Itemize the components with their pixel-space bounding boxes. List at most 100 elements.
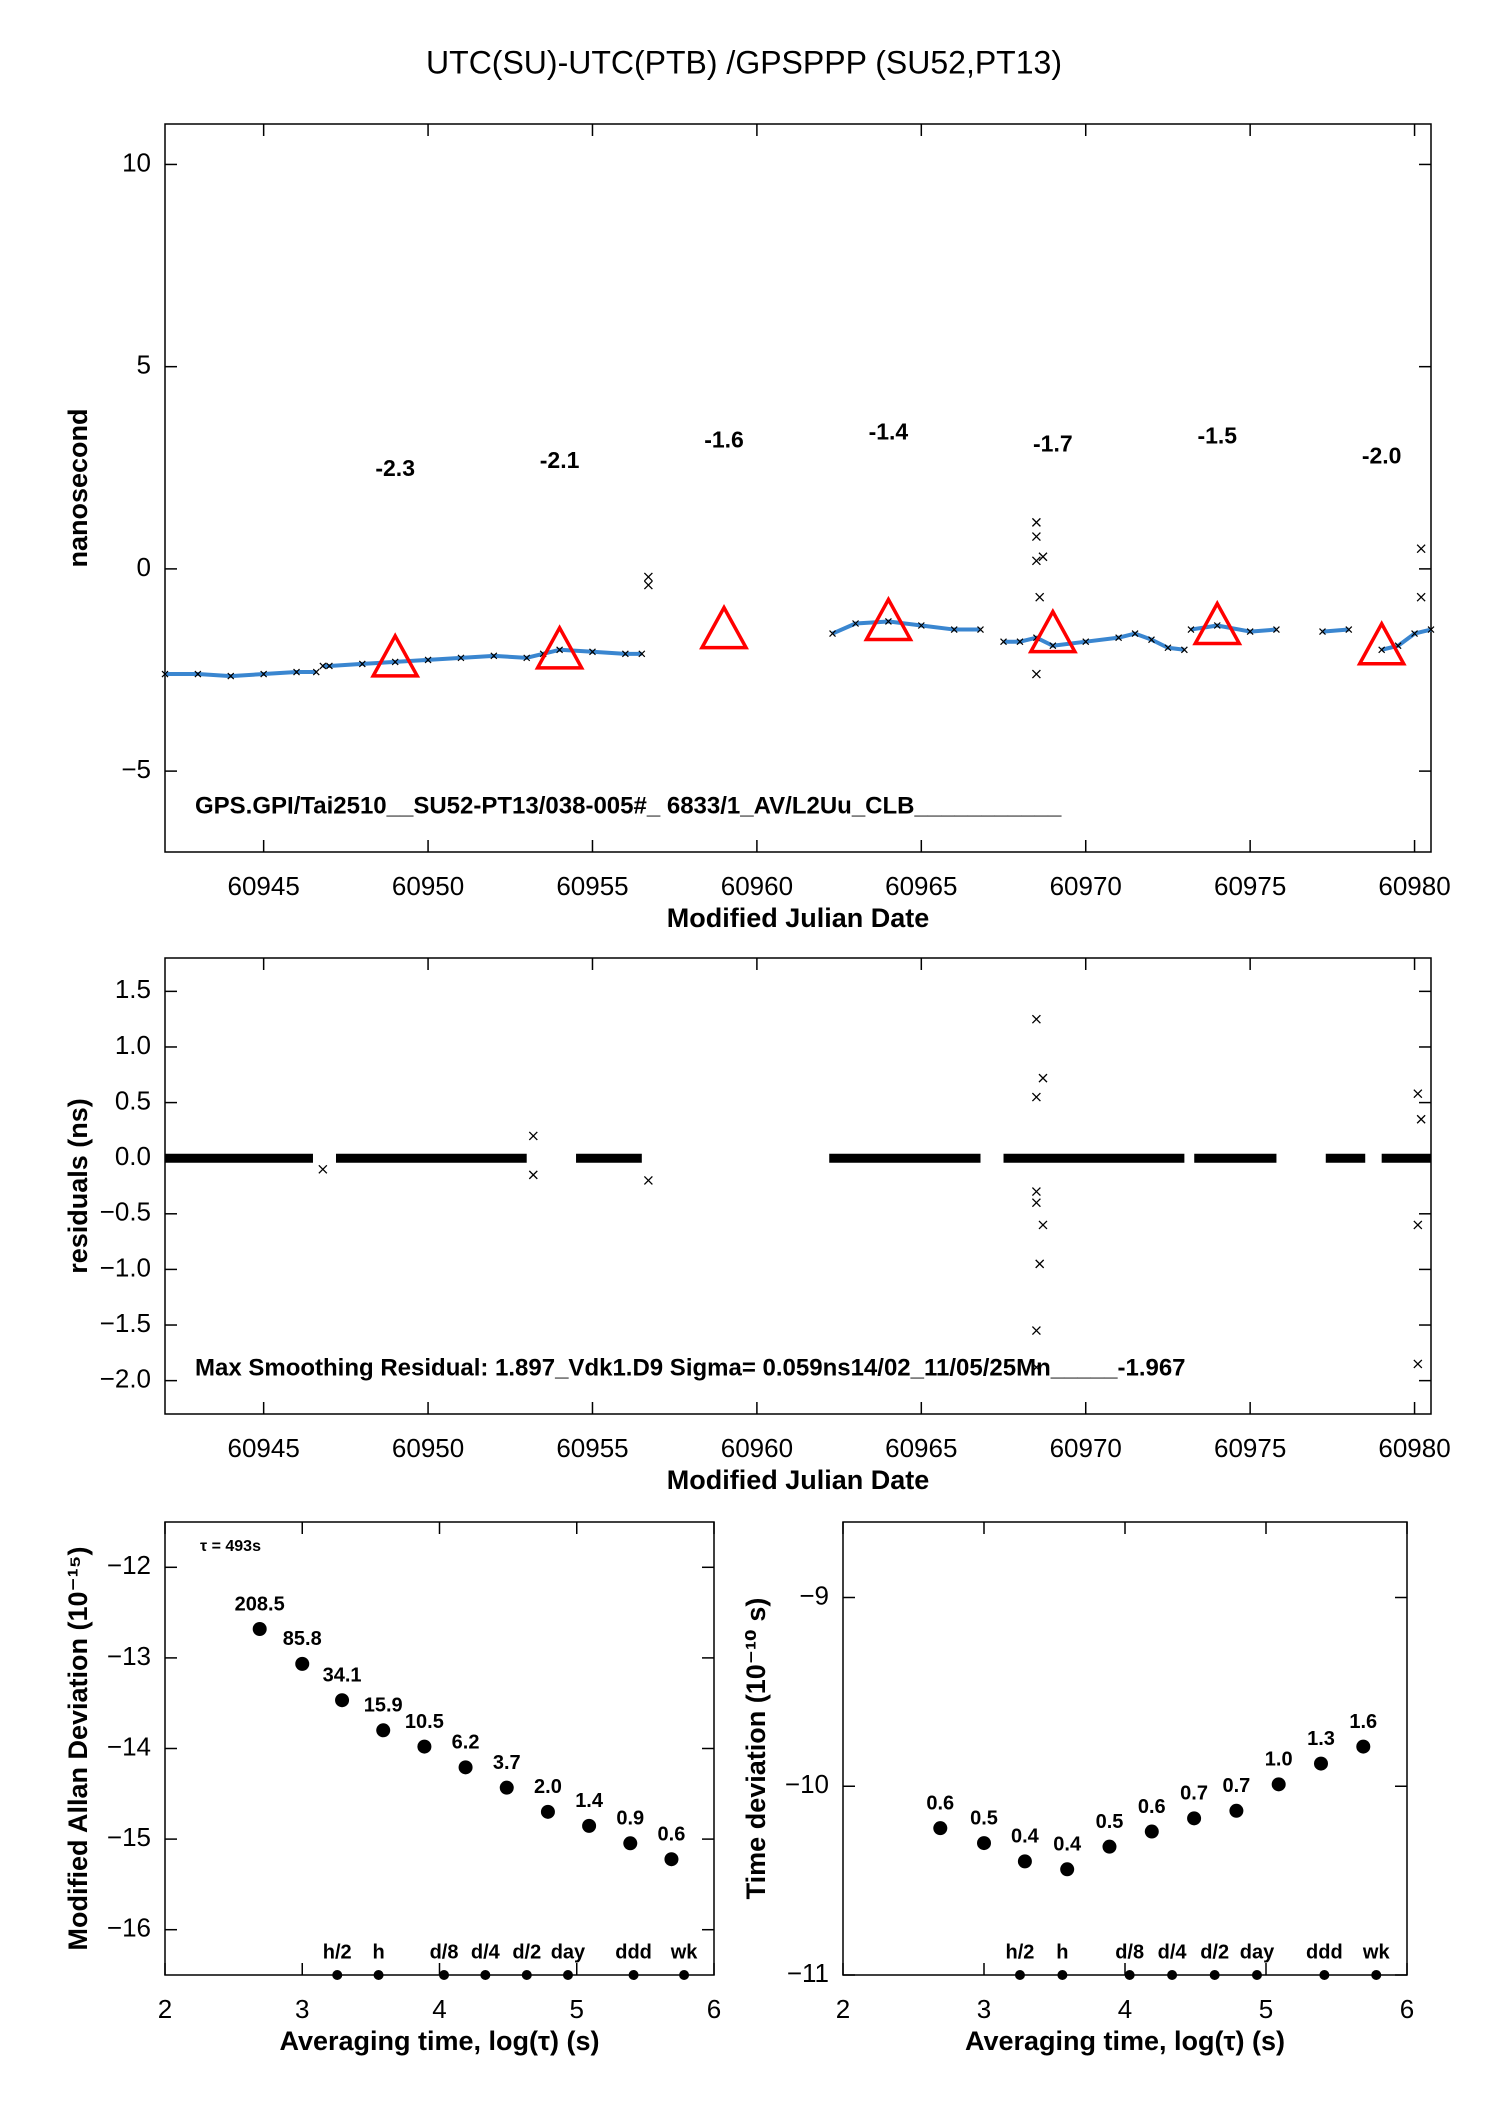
value-label: 1.0 <box>1265 1749 1293 1771</box>
reference-mark <box>562 1970 573 1980</box>
outlier-marker <box>643 1175 653 1185</box>
point-marker <box>556 646 564 654</box>
triangle-label: -1.5 <box>1197 423 1237 449</box>
x-tick-label: 3 <box>977 1994 991 2024</box>
x-tick-label: 60975 <box>1214 1433 1286 1463</box>
outlier-marker <box>643 580 653 590</box>
value-label: 6.2 <box>452 1732 480 1754</box>
y-tick-label: −2.0 <box>100 1364 151 1394</box>
data-point <box>1187 1811 1202 1826</box>
value-label: 0.6 <box>926 1792 954 1814</box>
triangle-marker <box>863 595 914 642</box>
point-marker <box>917 622 925 629</box>
reference-label: d/4 <box>1158 1941 1188 1963</box>
data-point <box>499 1780 514 1795</box>
data-point <box>252 1621 267 1636</box>
point-marker <box>312 668 320 676</box>
data-point <box>417 1739 432 1754</box>
triangle-label: -2.1 <box>540 447 580 473</box>
point-marker <box>523 654 531 662</box>
point-marker <box>490 652 498 660</box>
reference-mark <box>1371 1970 1382 1980</box>
triangle-marker <box>699 603 749 650</box>
value-label: 0.6 <box>658 1823 686 1845</box>
data-point <box>376 1723 391 1738</box>
triangle-marker <box>1192 599 1243 646</box>
data-point <box>540 1804 555 1819</box>
reference-mark <box>1209 1970 1220 1980</box>
x-tick-label: 4 <box>1118 1994 1132 2024</box>
point-marker <box>977 626 984 633</box>
point-marker <box>424 656 432 664</box>
reference-mark <box>373 1970 384 1980</box>
point-marker <box>1378 646 1386 654</box>
y-tick-label: −5 <box>121 754 151 784</box>
point-marker <box>457 654 465 662</box>
outlier-marker <box>1038 1220 1048 1230</box>
triangle-label: -2.3 <box>375 455 415 481</box>
reference-mark <box>1167 1970 1178 1980</box>
x-tick-label: 60960 <box>721 1433 793 1463</box>
chart-title: UTC(SU)-UTC(PTB) /GPSPPP (SU52,PT13) <box>426 44 1062 80</box>
value-label: 3.7 <box>493 1752 521 1774</box>
y-tick-label: 1.0 <box>115 1030 151 1060</box>
point-marker <box>1187 626 1195 633</box>
data-point <box>1313 1756 1328 1771</box>
x-tick-label: 60955 <box>556 1433 628 1463</box>
data-point <box>1356 1739 1371 1754</box>
reference-label: ddd <box>615 1941 652 1963</box>
value-label: 34.1 <box>323 1664 362 1686</box>
y-tick-label: −15 <box>107 1822 151 1852</box>
data-point <box>1060 1862 1075 1877</box>
x-tick-label: 60980 <box>1378 1433 1450 1463</box>
x-tick-label: 2 <box>158 1994 172 2024</box>
data-point <box>335 1693 350 1708</box>
value-label: 0.5 <box>1096 1811 1124 1833</box>
x-tick-label: 60950 <box>392 871 464 901</box>
point-marker <box>1345 626 1353 633</box>
outlier-marker <box>1031 556 1041 566</box>
y-axis-label: nanosecond <box>63 408 93 567</box>
value-label: 10.5 <box>405 1711 444 1733</box>
data-point <box>977 1836 991 1851</box>
x-tick-label: 60980 <box>1378 871 1450 901</box>
point-marker <box>391 658 399 666</box>
point-marker <box>1131 630 1139 638</box>
value-label: 2.0 <box>534 1776 562 1798</box>
y-axis-label: Time deviation (10⁻¹⁰ s) <box>741 1598 771 1900</box>
x-axis-label: Modified Julian Date <box>667 903 930 933</box>
outlier-marker <box>1035 1259 1045 1269</box>
reference-label: d/2 <box>512 1941 541 1963</box>
y-tick-label: 0.0 <box>115 1141 151 1171</box>
y-tick-label: −13 <box>107 1641 151 1671</box>
reference-mark <box>628 1970 639 1980</box>
outlier-marker <box>1031 1187 1041 1197</box>
point-marker <box>260 670 268 678</box>
value-label: 208.5 <box>235 1593 285 1615</box>
point-marker <box>1411 630 1418 638</box>
point-marker <box>1000 638 1007 646</box>
y-tick-label: −10 <box>785 1769 829 1799</box>
triangle-marker <box>370 632 421 678</box>
data-point <box>582 1818 597 1833</box>
y-tick-label: −12 <box>107 1550 151 1580</box>
x-tick-label: 60975 <box>1214 871 1286 901</box>
value-label: 1.6 <box>1349 1711 1377 1733</box>
value-label: 0.4 <box>1053 1834 1082 1856</box>
point-marker <box>1213 622 1221 629</box>
point-marker <box>1016 638 1024 646</box>
outlier-marker <box>1038 552 1048 562</box>
point-marker <box>1148 636 1155 644</box>
reference-label: wk <box>670 1941 699 1963</box>
x-tick-label: 60950 <box>392 1433 464 1463</box>
triangle-label: -1.4 <box>869 418 909 444</box>
data-point <box>295 1656 310 1671</box>
point-marker <box>885 618 892 625</box>
x-tick-label: 5 <box>1259 1994 1273 2024</box>
reference-label: h <box>1056 1941 1068 1963</box>
outlier-marker <box>1031 1198 1041 1208</box>
outlier-marker <box>1031 1092 1041 1102</box>
reference-label: h/2 <box>323 1941 352 1963</box>
